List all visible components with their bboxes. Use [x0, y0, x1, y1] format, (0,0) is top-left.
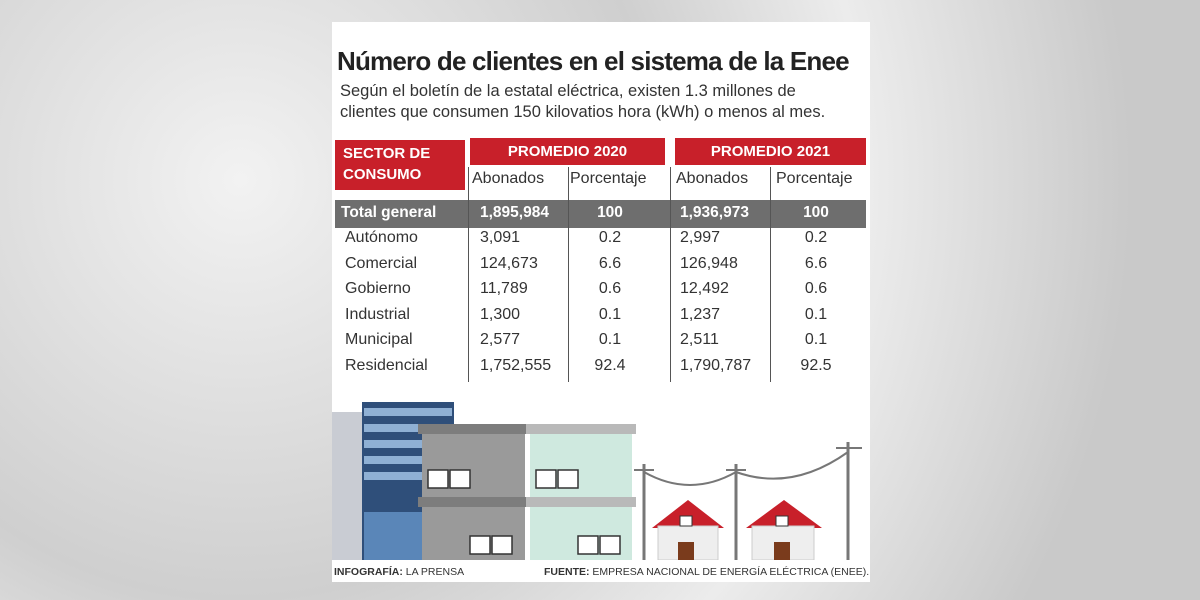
table-cell: 0.1	[598, 305, 622, 323]
table-cell: Municipal	[345, 331, 413, 348]
subtitle-line: clientes que consumen 150 kilovatios hor…	[340, 103, 826, 121]
total-cell: 100	[803, 204, 829, 221]
table-cell: 1,790,787	[680, 356, 752, 374]
table-cell: 6.6	[804, 254, 828, 272]
total-cell: 1,895,984	[480, 204, 549, 221]
table-cell: 0.1	[804, 331, 828, 348]
source: EMPRESA NACIONAL DE ENERGÍA ELÉCTRICA (E…	[592, 566, 870, 578]
table-cell: 1,752,555	[480, 356, 552, 374]
column-divider	[468, 167, 469, 382]
table-cell: 124,673	[480, 254, 538, 272]
total-cell: 1,936,973	[680, 204, 749, 221]
table-cell: Autónomo	[345, 229, 418, 246]
table-cell: 2,997	[680, 229, 721, 246]
table-cell: 92.4	[594, 356, 626, 374]
title: Número de clientes en el sistema de la E…	[337, 46, 850, 76]
table-cell: Gobierno	[345, 280, 411, 297]
source-label: FUENTE:	[544, 566, 590, 578]
table-cell: 92.5	[800, 356, 832, 374]
credit: LA PRENSA	[405, 566, 465, 578]
column-header: Abonados	[472, 170, 545, 187]
column-header: Abonados	[676, 170, 749, 187]
table-cell: 11,789	[480, 280, 528, 297]
table-cell: 0.2	[598, 229, 622, 246]
table-cell: Residencial	[345, 356, 428, 374]
table-cell: Industrial	[345, 305, 410, 323]
column-header: Porcentaje	[570, 170, 647, 187]
table-cell: 0.6	[804, 280, 828, 297]
table-cell: 3,091	[480, 229, 521, 246]
table-cell: 6.6	[598, 254, 622, 272]
table-cell: 1,300	[480, 305, 521, 323]
table-cell: 126,948	[680, 254, 738, 272]
table-cell: 2,511	[680, 331, 719, 348]
column-divider	[568, 167, 569, 382]
illustration	[332, 402, 862, 560]
total-row-band	[335, 200, 866, 228]
column-divider	[770, 167, 771, 382]
table-cell: 12,492	[680, 280, 729, 297]
infographic: Número de clientes en el sistema de la E…	[332, 22, 870, 582]
subtitle-line: Según el boletín de la estatal eléctrica…	[340, 82, 796, 100]
table-cell: 1,237	[680, 305, 721, 323]
total-cell: Total general	[341, 204, 437, 221]
column-header: Porcentaje	[776, 170, 853, 187]
table-cell: 0.1	[598, 331, 622, 348]
group-header: PROMEDIO 2021	[675, 138, 866, 165]
table-cell: 0.1	[804, 305, 828, 323]
table-cell: 2,577	[480, 331, 521, 348]
total-cell: 100	[597, 204, 623, 221]
table-cell: 0.6	[598, 280, 622, 297]
column-divider	[670, 167, 671, 382]
table-cell: Comercial	[345, 254, 418, 272]
table-cell: 0.2	[804, 229, 828, 246]
sector-header: SECTOR DE CONSUMO	[335, 140, 465, 190]
credit-label: INFOGRAFÍA:	[334, 566, 403, 578]
group-header: PROMEDIO 2020	[470, 138, 665, 165]
